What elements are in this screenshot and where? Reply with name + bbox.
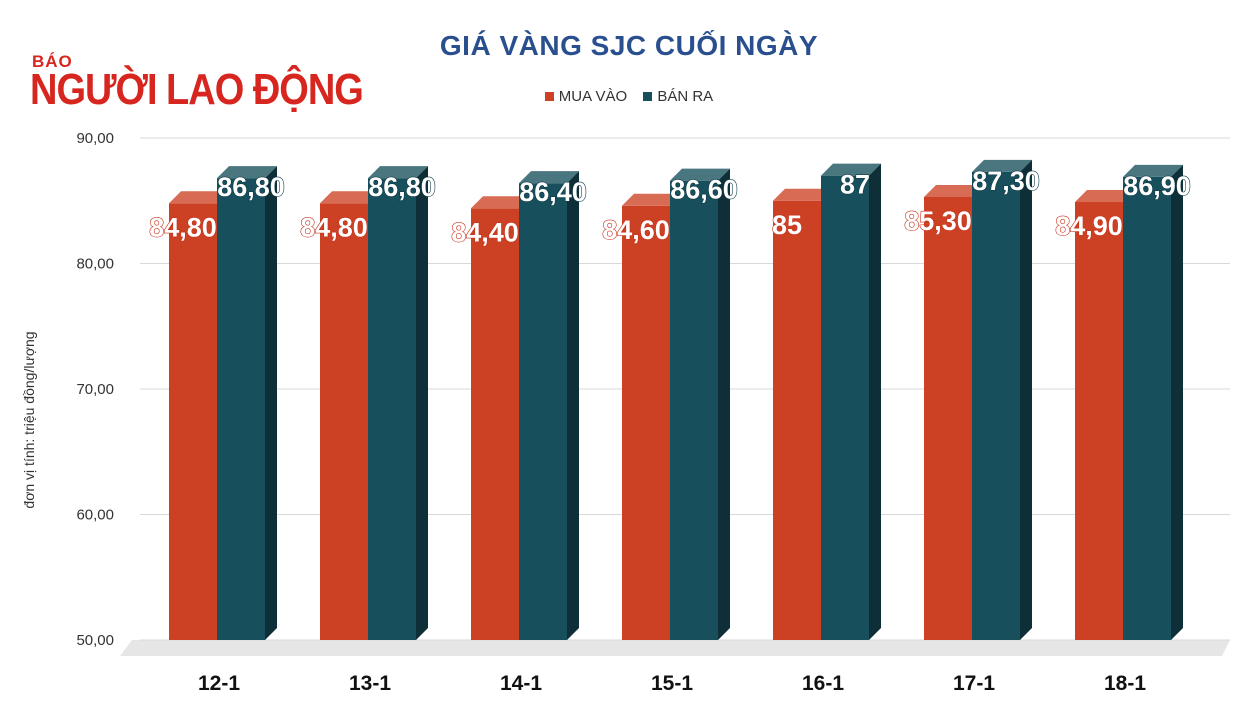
bar-top [622,193,682,206]
bar-sell [368,178,416,640]
newspaper-logo: BÁO NGƯỜI LAO ĐỘNG [30,52,364,114]
bar-buy [924,196,972,641]
x-tick-label: 16-1 [802,672,844,695]
bar-top [924,184,984,197]
data-label-sell: 87,30 [972,166,1040,196]
bar-sell [217,178,265,640]
y-tick-label: 90,00 [76,130,114,147]
x-tick-label: 13-1 [349,672,391,695]
bar-sell [519,183,567,640]
bar-sell [821,175,869,640]
legend-label-sell: BÁN RA [657,88,714,105]
legend-swatch-sell [643,92,653,101]
data-label-buy: 84,40 [451,217,519,247]
data-label-sell: 86,80 [368,172,436,202]
y-tick-label: 60,00 [76,507,114,524]
bar-top [320,191,380,204]
bar-buy [169,203,217,640]
x-tick-label: 17-1 [953,672,995,695]
bar-top [670,168,730,181]
chart-legend: MUA VÀO BÁN RA [0,88,1258,105]
legend-item-sell: BÁN RA [643,88,713,105]
bar-buy [471,208,519,640]
legend-item-buy: MUA VÀO [544,88,628,105]
bar-buy [1075,202,1123,640]
bar-top [169,191,229,204]
data-label-sell: 87 [840,170,870,200]
bar-top [773,188,833,201]
data-label-buy: 84,80 [300,212,368,242]
bar-side [265,166,277,640]
data-label-buy: 84,80 [149,212,217,242]
chart-floor [120,640,1230,656]
bar-buy [773,200,821,640]
bar-side [567,171,579,640]
x-tick-label: 15-1 [651,672,693,695]
y-tick-label: 50,00 [76,632,114,649]
data-label-sell: 86,80 [217,172,285,202]
x-tick-label: 12-1 [198,672,240,695]
data-label-buy: 84,60 [602,215,670,245]
x-tick-label: 14-1 [500,672,542,695]
data-label-buy: 85,30 [904,206,972,236]
logo-small-text: BÁO [32,52,73,71]
bar-side [1020,159,1032,640]
bar-top [1123,164,1183,177]
bar-sell [670,180,718,641]
logo-big-text: NGƯỜI LAO ĐỘNG [30,66,364,115]
bar-side [1171,164,1183,640]
data-label-sell: 86,60 [670,175,738,205]
bar-side [718,168,730,641]
bar-side [869,163,881,640]
bar-sell [1123,176,1171,640]
bar-top [519,171,579,184]
bar-sell [972,171,1020,640]
bar-top [821,163,881,176]
y-tick-label: 70,00 [76,381,114,398]
bar-top [368,166,428,179]
bar-buy [320,203,368,640]
chart-title: GIÁ VÀNG SJC CUỐI NGÀY [439,30,819,61]
legend-swatch-buy [544,92,554,101]
bar-top [471,196,531,209]
data-label-buy: 85 [772,210,802,240]
bar-top [972,159,1032,172]
x-tick-label: 18-1 [1104,672,1146,695]
data-label-sell: 86,40 [519,177,587,207]
bar-top [217,166,277,179]
legend-label-buy: MUA VÀO [558,88,628,105]
bar-side [416,166,428,640]
y-tick-label: 80,00 [76,256,114,273]
data-label-sell: 86,90 [1123,171,1191,201]
bar-buy [622,205,670,640]
bar-top [1075,190,1135,203]
data-label-buy: 84,90 [1055,211,1123,241]
